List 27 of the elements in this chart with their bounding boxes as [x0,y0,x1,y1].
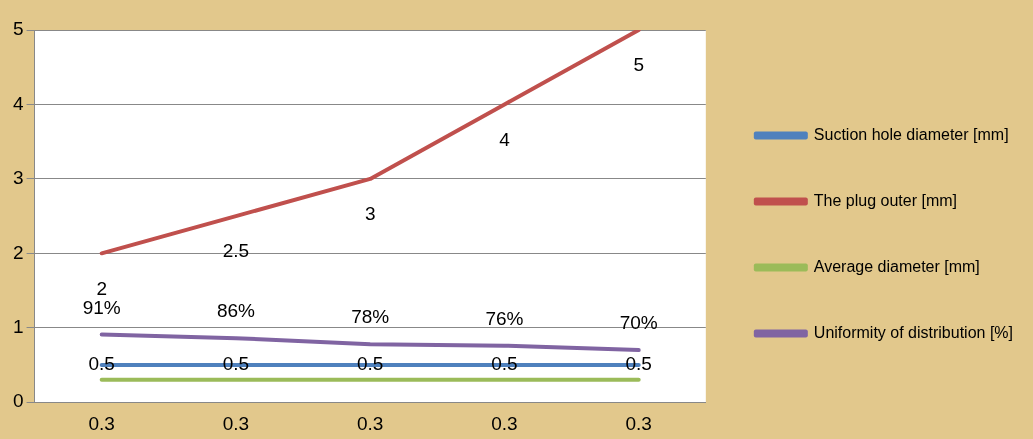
legend-label: The plug outer [mm] [813,191,957,209]
data-label: 70% [619,312,658,334]
y-tick-label: 2 [12,241,24,263]
x-tick-label: 0.3 [356,412,384,434]
data-label: 0.5 [88,353,115,375]
data-label: 2 [96,277,107,299]
y-tick-label: 0 [12,390,24,412]
legend-label: Average diameter [mm] [813,257,980,275]
data-label: 91% [82,296,121,318]
legend-label: Uniformity of distribution [%] [813,323,1014,341]
data-label: 76% [485,307,524,329]
x-tick-label: 0.3 [625,412,652,434]
data-label: 2.5 [222,240,250,262]
legend-label: Suction hole diameter [mm] [813,125,1009,143]
data-label: 0.5 [625,353,652,375]
x-tick-label: 0.3 [88,412,115,434]
y-tick-label: 4 [12,92,24,114]
x-tick-label: 0.3 [491,412,518,434]
data-label: 5 [633,54,644,76]
x-tick-label: 0.3 [222,412,250,434]
data-label: 86% [216,300,256,322]
y-tick-label: 3 [12,167,24,189]
y-tick-label: 1 [12,315,24,337]
data-label: 78% [351,306,390,328]
data-label: 3 [364,203,376,225]
data-label: 4 [499,128,511,150]
y-tick-label: 5 [12,18,24,40]
